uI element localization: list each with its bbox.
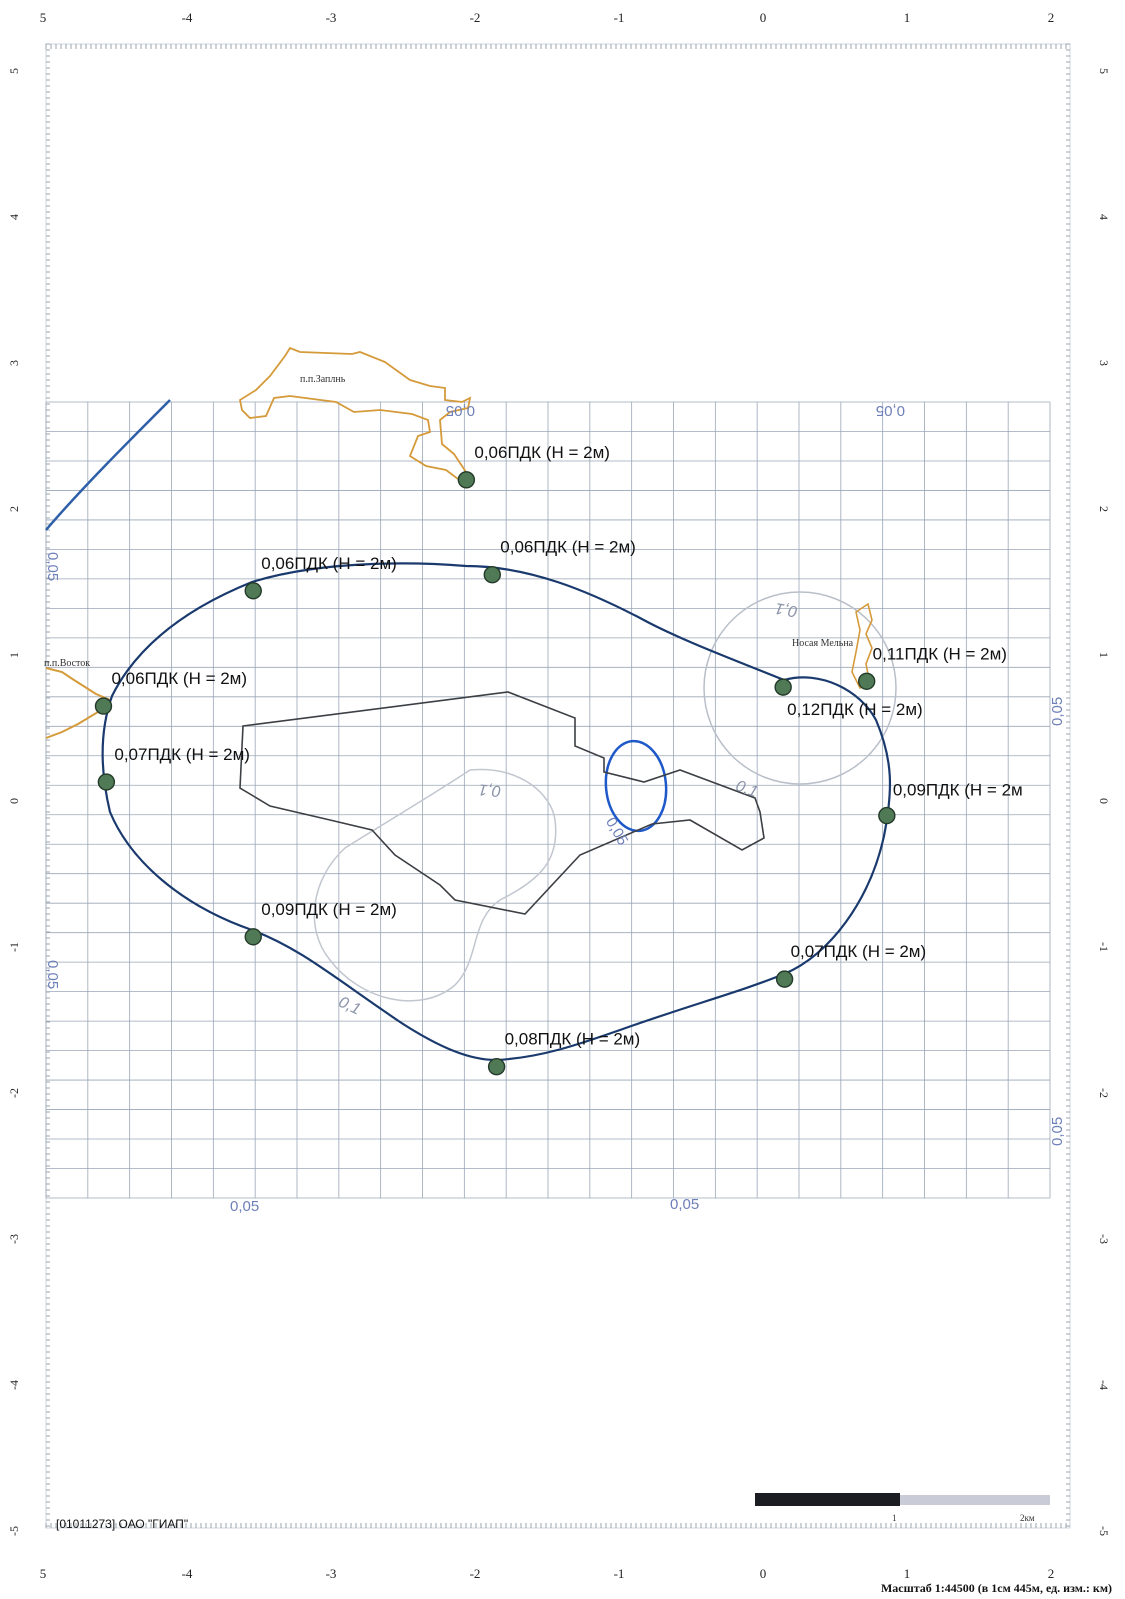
control-point-marker — [244, 582, 262, 600]
axis-x-top-label: 5 — [40, 10, 47, 25]
scale-bar: 1 2км — [755, 1493, 1050, 1523]
axis-x-top-label: -2 — [470, 10, 481, 25]
axis-y-left-label: 4 — [7, 214, 21, 220]
axis-y-left-label: -2 — [7, 1088, 21, 1098]
control-point-marker — [244, 928, 262, 946]
axis-y-right-label: 0 — [1097, 798, 1111, 804]
isoline-label-top-left: 0,05 — [446, 402, 475, 419]
control-point-label: 0,06ПДК (Н = 2м) — [111, 669, 247, 688]
isoline-label-top-right: 0,05 — [876, 402, 905, 419]
axis-y-left-label: 3 — [7, 360, 21, 366]
axis-y-left-label: -5 — [7, 1526, 21, 1536]
control-point-label: 0,08ПДК (Н = 2м) — [505, 1030, 641, 1049]
isoline-label-bottom-left: 0,05 — [230, 1198, 259, 1215]
control-point-label: 0,09ПДК (Н = 2м) — [261, 900, 397, 919]
calculation-grid — [45, 401, 1051, 1199]
isoline-label-right-upper: 0,05 — [1049, 697, 1066, 726]
axis-y-left-label: 2 — [7, 506, 21, 512]
control-point-marker — [857, 672, 876, 690]
axis-y-right-label: -5 — [1097, 1526, 1111, 1536]
axis-y-left-label: -1 — [7, 942, 21, 952]
axis-x-bottom-label: -3 — [326, 1566, 337, 1581]
sanitary-protection-zone — [101, 562, 892, 1062]
axis-x-top-label: -3 — [326, 10, 337, 25]
axis-y-right-label: -3 — [1097, 1234, 1111, 1244]
isoline-005-corner — [45, 399, 171, 531]
axis-y-right-label: -4 — [1097, 1380, 1111, 1390]
isoline-005-blue-ring — [604, 739, 668, 833]
axis-x-bottom-label: 2 — [1048, 1566, 1055, 1581]
axis-y-right-label: 1 — [1097, 652, 1111, 658]
control-point-label: 0,09ПДК (Н = 2м — [893, 781, 1023, 800]
isoline-label-left-vertical: 0,05 — [44, 552, 61, 581]
axis-x-top-label: 1 — [904, 10, 911, 25]
axis-y-right-label: -1 — [1097, 942, 1111, 952]
isoline-01-right-ring — [703, 591, 897, 785]
control-point-label: 0,11ПДК (Н = 2м) — [873, 644, 1007, 663]
control-point-marker — [774, 678, 792, 696]
control-point-marker — [878, 806, 896, 825]
axis-y-right-label: 5 — [1097, 68, 1111, 74]
control-point-marker — [97, 773, 116, 791]
control-point-marker — [483, 566, 501, 584]
axis-y-right-label: 3 — [1097, 360, 1111, 366]
isoline-label-left-lower: 0,05 — [44, 960, 61, 989]
isoline-label-inner-top: 0,1 — [774, 599, 799, 620]
control-point-label: 0,07ПДК (Н = 2м) — [114, 745, 250, 764]
axis-y-right-label: 2 — [1097, 506, 1111, 512]
axis-x-bottom-label: 1 — [904, 1566, 911, 1581]
axis-y-left-label: 0 — [7, 798, 21, 804]
isoline-label-inner-right: 0,1 — [733, 778, 760, 802]
axis-x-bottom-label: -2 — [470, 1566, 481, 1581]
map-frame — [45, 43, 1071, 1529]
axis-x-bottom-label: 0 — [760, 1566, 767, 1581]
axis-x-top-label: -1 — [614, 10, 625, 25]
organization-label: [01011273] ОАО "ГИАП" — [56, 1517, 188, 1531]
control-point-label: 0,06ПДК (Н = 2м) — [261, 554, 397, 573]
isoline-label-bottom-right: 0,05 — [670, 1196, 699, 1213]
scale-bar-tick-1: 1 — [892, 1513, 897, 1523]
axis-x-bottom-label: -4 — [182, 1566, 193, 1581]
axis-x-top-label: 0 — [760, 10, 767, 25]
axis-y-left-label: -3 — [7, 1234, 21, 1244]
axis-y-left-label: 1 — [7, 652, 21, 658]
axis-y-right-label: -2 — [1097, 1088, 1111, 1098]
isoline-label-right-lower: 0,05 — [1049, 1117, 1066, 1146]
scale-caption: Масштаб 1:44500 (в 1см 445м, ед. изм.: к… — [881, 1581, 1112, 1595]
axis-x-top-label: -4 — [182, 10, 193, 25]
settlement-label-vostok: п.п.Восток — [44, 658, 90, 669]
axis-x-bottom-label: -1 — [614, 1566, 625, 1581]
isoline-label-inner-lower: 0,1 — [336, 994, 363, 1019]
industrial-site-boundary — [239, 691, 765, 915]
settlement-zaplyn-outline — [238, 346, 472, 484]
control-point-marker — [94, 697, 113, 715]
control-point-marker — [775, 970, 794, 988]
isoline-label-inner-center: 0,1 — [478, 780, 502, 799]
axis-x-top-label: 2 — [1048, 10, 1055, 25]
axis-y-right-label: 4 — [1097, 214, 1111, 220]
settlement-label-zaplyn: п.п.Заплнь — [300, 374, 346, 385]
coordinate-axes: 5 -4 -3 -2 -1 0 1 2 5 -4 -3 -2 -1 0 1 2 5 4 3 2 1 0 -1 -2 -3 -4 -5… — [7, 10, 1111, 1581]
control-point-marker — [457, 471, 476, 489]
axis-y-left-label: 5 — [7, 68, 21, 74]
isoline-01-inner-left — [313, 768, 557, 1002]
control-point-label: 0,06ПДК (Н = 2м) — [474, 443, 610, 462]
axis-y-left-label: -4 — [7, 1380, 21, 1390]
scale-bar-tick-2: 2км — [1020, 1513, 1035, 1523]
axis-x-bottom-label: 5 — [40, 1566, 47, 1581]
control-point-label: 0,07ПДК (Н = 2м) — [791, 942, 927, 961]
settlement-label-nosaya: Носая Мельна — [792, 638, 854, 649]
control-points: 0,06ПДК (Н = 2м) 0,06ПДК (Н = 2м) 0,06ПДК … — [94, 443, 1023, 1076]
control-point-label: 0,06ПДК (Н = 2м) — [500, 538, 636, 557]
control-point-label: 0,12ПДК (Н = 2м) — [787, 700, 923, 719]
control-point-marker — [487, 1058, 506, 1076]
